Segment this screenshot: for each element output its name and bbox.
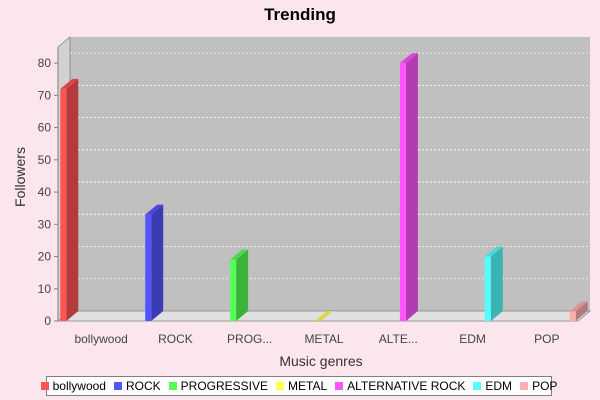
- bar-front: [145, 214, 152, 321]
- legend-label: POP: [532, 379, 558, 393]
- chart-title: Trending: [264, 5, 336, 24]
- x-tick-label: PROG...: [227, 332, 272, 346]
- bar-progressive: [230, 249, 249, 321]
- bar-side: [151, 204, 164, 321]
- y-tick-label: 10: [38, 282, 52, 296]
- legend-item: EDM: [473, 379, 512, 393]
- bar-front: [399, 63, 406, 321]
- bar-edm: [484, 246, 503, 321]
- x-axis-label: Music genres: [279, 353, 362, 369]
- bar-top: [315, 311, 333, 321]
- bar-side: [66, 78, 79, 321]
- legend-item: POP: [520, 379, 557, 393]
- legend-label: EDM: [485, 379, 513, 393]
- bar-front: [484, 256, 491, 321]
- legend-swatch: [276, 382, 285, 390]
- bar-top: [399, 53, 418, 64]
- bar-top: [145, 204, 164, 215]
- bar-metal: [315, 311, 333, 321]
- bar-top: [569, 301, 588, 312]
- bar-side: [490, 246, 503, 321]
- bar-bollywood: [60, 78, 79, 321]
- bar-side: [236, 249, 249, 321]
- bar-top: [484, 246, 503, 257]
- legend-swatch: [168, 382, 177, 390]
- legend-item: PROGRESSIVE: [168, 379, 269, 393]
- y-tick-label: 30: [38, 217, 52, 231]
- bar-side: [405, 53, 418, 321]
- y-tick-label: 40: [38, 185, 52, 199]
- bar-top: [60, 78, 79, 89]
- x-tick-label: EDM: [459, 332, 486, 346]
- legend-item: ROCK: [113, 379, 161, 393]
- bar-top: [230, 249, 249, 260]
- bar-rock: [145, 204, 164, 321]
- legend-swatch: [473, 382, 482, 390]
- legend-swatch: [113, 382, 122, 390]
- bar-front: [569, 311, 576, 321]
- bar-front: [230, 259, 237, 321]
- y-tick-label: 20: [38, 250, 52, 264]
- x-tick-label: METAL: [304, 332, 343, 346]
- bar-front: [60, 88, 67, 321]
- legend-swatch: [40, 382, 49, 390]
- legend-item: bollywood: [40, 379, 106, 393]
- legend-item: ALTERNATIVE ROCK: [335, 379, 465, 393]
- legend-label: METAL: [288, 379, 328, 393]
- x-tick-label: ROCK: [158, 332, 193, 346]
- y-tick-label: 80: [38, 56, 52, 70]
- y-tick-label: 70: [38, 88, 52, 102]
- legend-swatch: [520, 382, 529, 390]
- bar-pop: [569, 301, 588, 321]
- legend-label: bollywood: [52, 379, 106, 393]
- y-tick-label: 0: [44, 314, 51, 328]
- legend-swatch: [335, 382, 344, 390]
- bar-side: [575, 301, 588, 321]
- legend-label: ROCK: [125, 379, 161, 393]
- legend-item: METAL: [276, 379, 327, 393]
- x-tick-label: ALTE...: [379, 332, 418, 346]
- y-axis-label: Followers: [12, 147, 28, 207]
- y-tick-label: 50: [38, 153, 52, 167]
- x-tick-label: POP: [534, 332, 559, 346]
- bar-alternative-rock: [399, 53, 418, 321]
- x-tick-label: bollywood: [74, 332, 127, 346]
- legend-label: PROGRESSIVE: [180, 379, 269, 393]
- legend: bollywood ROCK PROGRESSIVE METAL ALTERNATIVE…: [40, 376, 557, 396]
- legend-label: ALTERNATIVE ROCK: [347, 379, 466, 393]
- y-tick-label: 60: [38, 121, 52, 135]
